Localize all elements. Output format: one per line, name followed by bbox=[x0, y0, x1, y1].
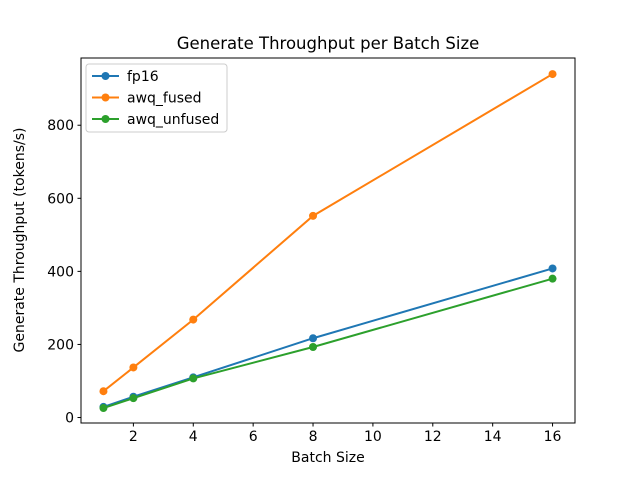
y-tick-label: 0 bbox=[65, 411, 74, 427]
x-tick-label: 2 bbox=[129, 429, 138, 445]
x-axis-ticks: 2 4 6 8 10 12 14 16 bbox=[129, 423, 562, 445]
legend-label-awq_fused: awq_fused bbox=[127, 91, 202, 107]
y-tick-label: 400 bbox=[47, 264, 74, 280]
axes-frame bbox=[80, 57, 576, 424]
x-tick-label: 12 bbox=[424, 429, 442, 445]
x-tick-label: 14 bbox=[484, 429, 502, 445]
data-point-awq_unfused bbox=[189, 374, 198, 383]
y-tick-label: 800 bbox=[47, 118, 74, 134]
data-point-awq_fused bbox=[548, 70, 557, 79]
data-point-awq_fused bbox=[189, 315, 198, 324]
legend-marker-awq_unfused bbox=[101, 115, 110, 123]
data-point-awq_fused bbox=[99, 387, 108, 396]
legend-marker-fp16 bbox=[101, 72, 110, 80]
legend-box bbox=[85, 63, 228, 133]
legend-label-awq_unfused: awq_unfused bbox=[127, 112, 219, 128]
data-point-awq_unfused bbox=[99, 404, 108, 413]
x-tick-label: 16 bbox=[544, 429, 562, 445]
data-point-fp16 bbox=[548, 264, 557, 273]
x-tick-label: 8 bbox=[309, 429, 318, 445]
data-point-awq_unfused bbox=[548, 274, 557, 283]
plot-series bbox=[99, 70, 557, 413]
legend-marker-awq_fused bbox=[101, 93, 110, 102]
x-axis-label: Batch Size bbox=[291, 450, 364, 466]
data-point-fp16 bbox=[309, 334, 318, 343]
y-tick-label: 200 bbox=[47, 337, 74, 353]
x-tick-label: 6 bbox=[249, 429, 258, 445]
chart-title: Generate Throughput per Batch Size bbox=[177, 34, 480, 53]
legend: fp16 awq_fused awq_unfused bbox=[85, 63, 228, 133]
y-axis-ticks: 0 200 400 600 800 bbox=[47, 118, 81, 427]
y-axis-label: Generate Throughput (tokens/s) bbox=[12, 128, 28, 353]
data-point-awq_unfused bbox=[309, 343, 318, 352]
series-line-awq_unfused bbox=[103, 277, 553, 409]
legend-label-fp16: fp16 bbox=[127, 69, 159, 85]
data-point-awq_fused bbox=[129, 363, 138, 372]
y-tick-label: 600 bbox=[47, 191, 74, 207]
data-point-awq_fused bbox=[309, 211, 318, 220]
x-tick-label: 4 bbox=[189, 429, 198, 445]
x-tick-label: 10 bbox=[364, 429, 382, 445]
data-point-awq_unfused bbox=[129, 394, 138, 403]
